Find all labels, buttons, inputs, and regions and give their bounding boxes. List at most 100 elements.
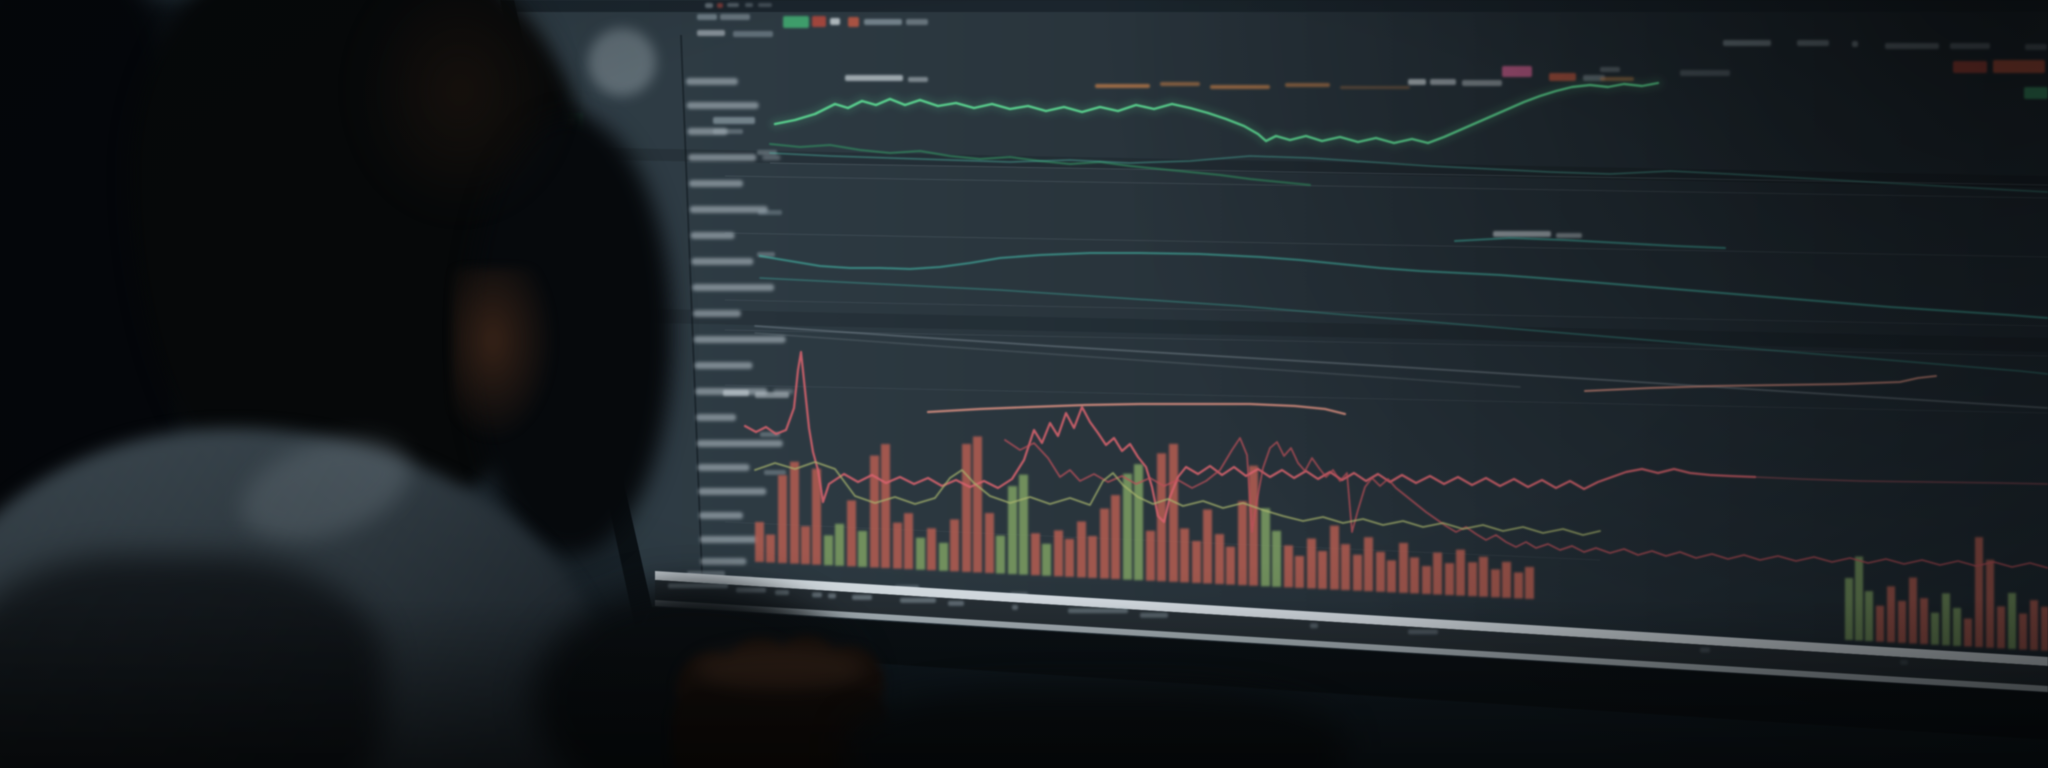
desk-shadow: [845, 688, 1345, 768]
volume-bar-down: [1399, 542, 1408, 593]
sidebar-row-text-blur: [695, 388, 768, 395]
chip-white: [697, 30, 725, 36]
chart-gridlines: [724, 162, 2048, 561]
volume-bars: [755, 436, 2048, 651]
gridline: [724, 232, 2048, 258]
volume-bar-down: [1157, 453, 1166, 582]
person-shoulder-shirt: [0, 428, 620, 768]
sidebar-row-text-blur: [696, 440, 783, 447]
volume-bar-down: [1997, 606, 2005, 649]
volume-bar-down: [1284, 545, 1293, 588]
person-shirt-collar: [228, 418, 423, 560]
sidebar-row-text-blur: [700, 558, 747, 565]
volume-bar-down: [1054, 530, 1063, 577]
hand-knuckle: [676, 652, 748, 728]
gridline: [724, 299, 2048, 327]
power-led-glow: [806, 645, 824, 663]
volume-bar-down: [847, 500, 856, 567]
screen: [510, 0, 2048, 693]
person-hair-rim-light: [355, 0, 565, 215]
chip-orange: [1340, 86, 1410, 89]
chip-gray: [727, 3, 739, 7]
salmon-plateau-2: [1584, 375, 1937, 392]
chip-gray: [1010, 592, 1028, 596]
hand-rim-light: [694, 648, 866, 690]
chip-chip_red: [1953, 61, 1987, 73]
volume-bar-down: [1088, 535, 1097, 578]
volume-bar-down: [1920, 598, 1928, 645]
chip-gray: [1583, 75, 1605, 81]
volume-bar-down: [1203, 509, 1212, 584]
chip-chip_red2: [1993, 60, 2045, 73]
chip-gray: [906, 19, 928, 25]
taskbar-mark: [812, 592, 822, 598]
salmon-plateau-1: [926, 402, 1347, 416]
gridline: [724, 384, 2048, 414]
taskbar-mark: [736, 587, 766, 593]
volume-bar-down: [1180, 528, 1189, 583]
volume-bar-down: [1192, 540, 1201, 583]
gridline: [724, 329, 2048, 357]
chip-orange: [1600, 77, 1634, 81]
sidebar-row-text-blur: [699, 536, 758, 543]
sidebar-row-text-blur: [694, 362, 753, 369]
chip-gray: [895, 585, 919, 590]
chip-white: [1462, 80, 1502, 86]
background-wall: [110, 0, 730, 768]
volume-bar-down: [1964, 618, 1972, 647]
sidebar-row-text-blur: [687, 128, 728, 135]
volume-bar-up: [1042, 543, 1051, 576]
chip-gray: [1797, 40, 1829, 46]
gridline: [769, 162, 2048, 186]
chip-gray: [1852, 41, 1858, 47]
watchlist-sidebar: [686, 78, 794, 565]
volume-bar-down: [1364, 537, 1373, 592]
volume-bar-up: [1123, 473, 1132, 580]
sidebar-row-text-blur: [692, 284, 775, 291]
teal-mid-line-2: [759, 277, 2048, 375]
red-thin-right-line: [1754, 476, 2048, 485]
volume-bar-down: [893, 522, 902, 569]
arm-shadow: [532, 585, 862, 768]
sidebar-row-text-blur: [686, 78, 738, 85]
gray-diagonal-1: [754, 325, 2048, 409]
sidebar-row-text-blur: [693, 336, 786, 343]
volume-bar-down: [1353, 554, 1362, 591]
chip-gray: [733, 577, 753, 582]
volume-bar-up: [1019, 474, 1028, 575]
chip-white: [830, 18, 840, 25]
volume-bar-down: [1100, 508, 1109, 579]
chip-gray: [705, 3, 713, 8]
volume-bar-down: [881, 444, 890, 569]
ui-chips-and-labels: [537, 3, 2048, 596]
chip-chip_red2: [1549, 73, 1576, 81]
volume-bar-down: [1468, 562, 1477, 597]
chip-chip_red: [812, 16, 826, 27]
teal-top-line: [769, 152, 2048, 193]
chip-white: [1430, 79, 1456, 85]
taskbar-mark: [1900, 659, 1908, 665]
sidebar-row-text-blur: [696, 414, 737, 421]
volume-bar-down: [1887, 586, 1895, 643]
hand-knuckle: [814, 646, 884, 722]
volume-bar-down: [2030, 600, 2038, 651]
foreground-left-silhouette: [0, 0, 195, 768]
volume-bar-down: [1422, 566, 1431, 595]
sidebar-row-text-blur: [698, 488, 767, 495]
volume-bar-down: [1146, 530, 1155, 581]
teal-short-line: [1454, 237, 1726, 249]
volume-bar-down: [1445, 563, 1454, 596]
volume-bar-down: [1111, 495, 1120, 580]
taskbar-mark: [668, 583, 728, 589]
hand-knuckle: [770, 636, 844, 716]
chip-orange: [1210, 85, 1270, 89]
taskbar-mark: [948, 600, 964, 606]
volume-bar-up: [1845, 578, 1853, 640]
volume-bar-down: [1909, 577, 1917, 644]
screen-reflection-glow: [588, 28, 656, 96]
chart-line-series: [743, 77, 2048, 569]
pane-separator-2: [515, 306, 2048, 352]
taskbar-mark: [852, 594, 872, 600]
